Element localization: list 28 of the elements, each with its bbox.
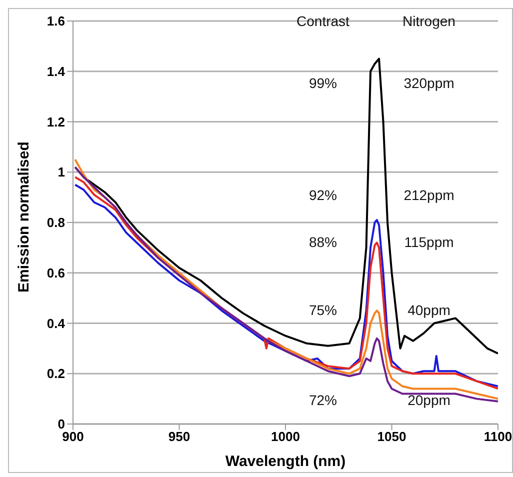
x-tick-label: 1050 [377, 429, 406, 444]
annotation: 40ppm [406, 302, 452, 318]
y-tick-label: 1.4 [46, 64, 66, 79]
annotation: 320ppm [402, 75, 456, 91]
annotation: 88% [308, 234, 338, 250]
annotation: 75% [308, 302, 338, 318]
x-tick-label: 950 [168, 429, 190, 444]
x-tick-label: 1100 [484, 429, 512, 444]
annotation: 212ppm [402, 187, 456, 203]
y-tick-label: 1 [58, 164, 65, 180]
y-tick-label: 0.2 [46, 366, 65, 382]
annotation: 115ppm [403, 234, 455, 250]
x-axis-title: Wavelength (nm) [225, 453, 346, 470]
annotation: 99% [308, 75, 338, 91]
annotation: 72% [308, 392, 338, 408]
y-tick-label: 0 [58, 416, 65, 432]
y-tick-label: 1.2 [46, 114, 65, 130]
annotation: Nitrogen [402, 13, 456, 29]
annotation: Contrast [296, 13, 350, 29]
y-tick-label: 0.8 [46, 215, 65, 230]
annotation: 20ppm [406, 392, 452, 408]
y-tick-label: 1.6 [46, 14, 65, 29]
annotation: 92% [308, 187, 338, 203]
y-axis-title: Emission normalised [15, 142, 32, 292]
x-tick-label: 900 [62, 429, 84, 444]
x-tick-label: 1000 [271, 429, 300, 444]
y-tick-label: 0.6 [46, 265, 65, 280]
y-tick-label: 0.4 [46, 316, 66, 331]
